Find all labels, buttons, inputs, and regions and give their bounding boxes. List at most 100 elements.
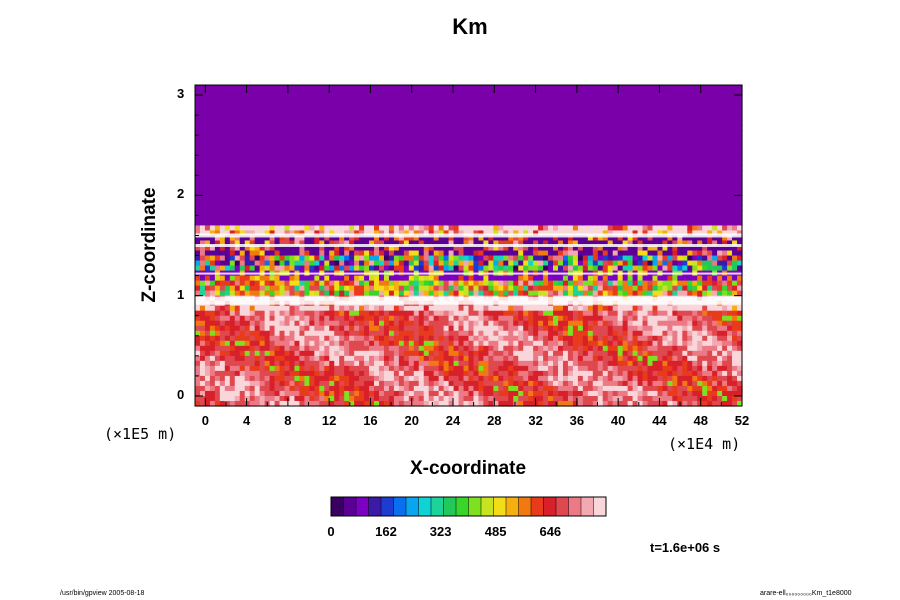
field-cell [329,260,335,267]
field-cell [548,280,554,287]
field-cell [498,265,504,272]
field-cell [274,250,281,257]
field-cell [528,320,534,327]
field-cell [289,135,296,141]
field-cell [369,340,375,347]
field-cell [244,265,251,272]
field-cell [294,290,301,297]
field-cell [408,155,415,161]
field-cell [433,355,440,362]
field-cell [498,185,504,191]
field-cell [438,390,445,397]
field-cell [349,240,355,247]
field-cell [553,305,559,312]
field-cell [249,95,256,101]
field-cell [294,95,301,101]
field-cell [369,325,375,332]
field-cell [264,360,271,367]
field-cell [324,345,330,352]
field-cell [224,230,231,237]
field-cell [334,395,340,402]
field-cell [423,285,430,292]
field-cell [214,100,221,106]
field-cell [354,395,360,402]
field-cell [319,330,325,337]
field-cell [319,145,325,151]
field-cell [538,245,544,252]
field-cell [339,330,345,337]
field-cell [383,290,390,297]
field-cell [195,155,201,161]
field-cell [249,130,256,136]
field-cell [553,325,559,332]
field-cell [204,130,211,136]
field-cell [304,365,310,372]
field-cell [538,385,544,392]
field-cell [234,145,241,151]
field-cell [458,355,465,362]
field-cell [354,190,360,196]
field-cell [543,185,549,191]
field-cell [254,385,261,392]
field-cell [239,365,246,372]
field-cell [364,205,370,211]
field-cell [468,155,475,161]
field-cell [562,275,569,282]
field-cell [364,400,370,407]
field-cell [403,210,410,217]
field-cell [364,230,370,237]
field-cell [468,170,475,176]
field-cell [369,380,375,387]
field-cell [344,155,350,161]
field-cell [269,205,276,211]
field-cell [393,400,400,407]
field-cell [349,320,355,327]
field-cell [533,150,539,156]
field-cell [438,175,445,181]
field-cell [299,180,305,186]
field-cell [448,140,455,146]
field-cell [518,235,524,242]
field-cell [364,210,370,217]
field-cell [229,95,236,101]
field-cell [398,195,405,201]
field-cell [195,195,201,201]
field-cell [284,195,291,201]
field-cell [294,305,301,312]
field-cell [508,135,514,141]
field-cell [388,205,395,211]
field-cell [443,130,450,136]
field-cell [493,170,499,176]
field-cell [453,120,460,126]
field-cell [538,100,544,106]
field-cell [319,195,325,201]
field-cell [309,115,315,121]
field-cell [418,145,425,151]
field-cell [249,100,256,106]
field-cell [473,150,480,156]
field-cell [364,245,370,252]
field-cell [214,370,221,377]
field-cell [513,160,519,166]
field-cell [428,105,435,111]
field-cell [577,195,584,201]
field-cell [374,90,380,96]
field-cell [448,335,455,342]
field-cell [234,330,241,337]
field-cell [369,150,375,156]
field-cell [269,175,276,181]
field-cell [378,365,385,372]
field-cell [548,140,554,146]
field-cell [369,175,375,181]
field-cell [513,355,519,362]
field-cell [468,355,475,362]
field-cell [508,350,514,357]
field-cell [319,230,325,237]
field-cell [234,355,241,362]
field-cell [513,275,519,282]
field-cell [369,85,375,91]
field-cell [543,115,549,121]
field-cell [284,145,291,151]
field-cell [224,265,231,272]
field-cell [229,150,236,156]
